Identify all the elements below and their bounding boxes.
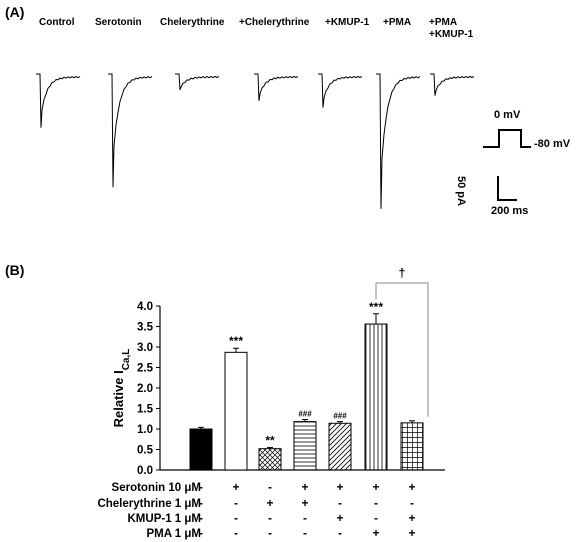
treatment-row-label: Chelerythrine 1 μM [97,498,201,510]
y-axis-label: Relative ICa,L [111,349,132,428]
y-tick-label: 1.0 [137,424,153,436]
significance-label: ### [298,410,312,419]
current-trace [318,73,363,108]
protocol-step-label: 0 mV [494,109,521,121]
treatment-cell: - [374,511,378,525]
treatment-cell: - [268,526,272,540]
treatment-cell: + [336,511,343,525]
bar [293,421,317,471]
y-tick-label: 4.0 [137,301,153,313]
treatment-cell: - [199,511,203,525]
treatment-cell: - [268,480,272,494]
current-trace [175,73,220,91]
treatment-row-label: Serotonin 10 μM [112,482,201,494]
treatment-cell: - [374,496,378,510]
treatment-cell: - [303,511,307,525]
condition-label-control: Control [39,17,75,28]
treatment-cell: - [338,526,342,540]
treatment-row-label: KMUP-1 1 μM [128,513,202,525]
bar [400,422,424,471]
condition-label-serotonin: Serotonin [95,17,142,28]
treatment-cell: - [234,496,238,510]
condition-label-plus-kmup1: +KMUP-1 [325,17,370,28]
voltage-protocol-icon [483,129,531,148]
current-traces [36,73,475,209]
bar [224,351,248,471]
bracket-mark: † [399,266,406,280]
current-trace [254,73,299,101]
significance-label: ** [265,433,275,447]
treatment-row-label: PMA 1 μM [146,528,201,540]
treatment-cell: - [199,496,203,510]
treatment-cell: - [303,526,307,540]
significance-label: *** [229,334,243,348]
bar [364,323,388,471]
treatment-cell: + [372,526,379,540]
significance-label: *** [369,300,383,314]
treatment-cell: - [199,480,203,494]
current-trace [430,73,475,96]
treatment-cell: + [232,480,239,494]
treatment-cell: - [410,496,414,510]
comparison-bracket [375,282,429,417]
bar [328,422,352,471]
current-trace [376,73,421,209]
bar [258,448,282,471]
y-tick-label: 2.0 [137,383,153,395]
y-tick-label: 0.0 [137,465,153,477]
treatment-cell: + [266,496,273,510]
condition-label-plus-pma: +PMA [383,17,412,28]
panel-a-label: (A) [5,4,25,20]
current-trace [108,73,153,188]
y-tick-label: 3.5 [137,322,154,334]
scale-bar-time-label: 200 ms [491,205,529,217]
protocol-hold-label: -80 mV [534,138,571,150]
current-trace [36,73,81,128]
treatment-cell: - [199,526,203,540]
treatment-cell: + [408,480,415,494]
bar [189,428,213,471]
y-tick-label: 0.5 [137,445,154,457]
treatment-cell: + [336,480,343,494]
y-tick-label: 1.5 [137,404,154,416]
y-tick-label: 2.5 [137,363,154,375]
significance-label: ### [333,412,347,421]
panel-b-label: (B) [5,262,25,278]
condition-label-plus-pma-kmup1: +PMA +KMUP-1 [429,17,474,40]
condition-label-chelerythrine: Chelerythrine [160,17,225,28]
condition-label-plus-chelerythrine: +Chelerythrine [239,17,310,28]
treatment-cell: - [234,511,238,525]
treatment-cell: - [234,526,238,540]
y-tick-label: 3.0 [137,342,153,354]
treatment-cell: + [301,480,308,494]
scale-bar [497,176,517,201]
treatment-cell: - [268,511,272,525]
treatment-cell: - [338,496,342,510]
treatment-cell: + [372,480,379,494]
treatment-cell: + [408,526,415,540]
treatment-cell: + [301,496,308,510]
bar-chart: 0.0 0.5 1.0 1.5 2.0 2.5 3.0 3.5 4.0 Relative ICa,… [97,266,445,540]
treatment-cell: + [408,511,415,525]
